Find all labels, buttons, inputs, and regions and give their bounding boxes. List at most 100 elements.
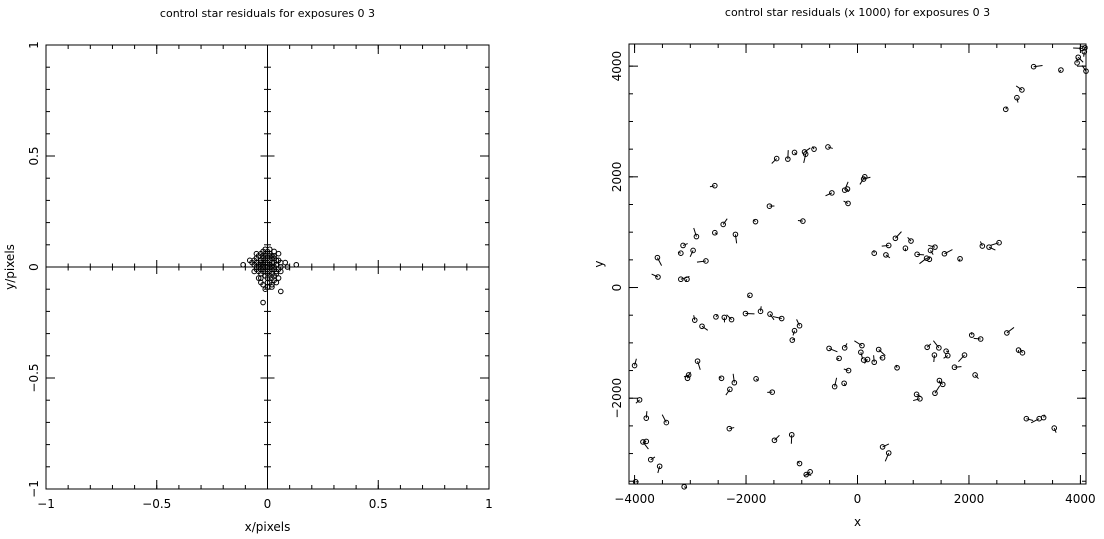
residual-vector — [804, 147, 811, 153]
residual-vector — [854, 340, 863, 347]
residual-vector — [657, 466, 661, 474]
data-point — [640, 439, 646, 445]
residual-vector — [943, 355, 949, 359]
residual-vector — [873, 250, 875, 254]
data-point — [684, 375, 691, 382]
data-point — [271, 277, 277, 284]
data-point — [941, 250, 948, 257]
data-point — [986, 244, 992, 250]
data-point — [685, 372, 692, 378]
data-point — [913, 391, 920, 398]
residual-vector — [689, 250, 694, 257]
residual-vector — [732, 373, 735, 383]
data-point — [811, 146, 817, 152]
residual-vector — [864, 359, 868, 364]
data-point — [1082, 45, 1088, 51]
data-point — [1051, 425, 1058, 431]
x-tick-label: 4000 — [1065, 492, 1096, 506]
residual-vector — [1006, 327, 1015, 334]
x-tick-label: 0 — [854, 492, 862, 506]
residual-vector — [718, 376, 722, 379]
data-point — [879, 444, 886, 450]
residual-vector — [651, 273, 659, 278]
residual-vector — [693, 227, 697, 237]
data-point — [972, 372, 978, 378]
data-point — [271, 248, 277, 255]
data-point — [718, 375, 725, 382]
y-tick-label: −2000 — [610, 378, 624, 419]
data-point — [858, 349, 864, 356]
residual-vector — [973, 337, 981, 340]
residual-vector — [928, 256, 931, 260]
residual-vector — [958, 354, 965, 363]
residual-vector — [794, 152, 797, 156]
y-tick-label: 4000 — [610, 51, 624, 82]
data-point — [927, 247, 934, 254]
residual-vector — [643, 440, 647, 442]
residual-vector — [1083, 51, 1085, 57]
data-point — [796, 460, 803, 467]
data-point — [654, 254, 661, 261]
data-point — [1083, 68, 1089, 74]
data-point — [273, 270, 280, 277]
residual-vector — [734, 234, 738, 244]
data-point — [845, 200, 851, 207]
residual-vector — [930, 250, 934, 255]
residual-vector — [958, 258, 961, 262]
y-axis-label: y — [592, 260, 606, 267]
residual-vector — [895, 364, 898, 368]
data-point — [1019, 87, 1025, 93]
residual-vector — [684, 486, 688, 489]
y-tick-label: 0.5 — [27, 146, 41, 165]
residual-vector — [988, 246, 996, 251]
residual-vector — [928, 244, 936, 248]
y-tick-label: −1 — [27, 480, 41, 498]
data-point — [636, 397, 643, 403]
data-point — [936, 345, 942, 351]
residual-vector — [979, 241, 983, 247]
y-axis-label: y/pixels — [3, 244, 17, 290]
residual-vector — [792, 330, 796, 336]
residual-vector — [1016, 97, 1019, 103]
data-point — [932, 390, 938, 397]
residual-vector — [836, 357, 840, 360]
residual-vector — [760, 306, 762, 312]
data-point — [1075, 54, 1081, 61]
residual-vector — [859, 176, 866, 185]
data-point — [844, 186, 851, 192]
residual-vector — [843, 368, 849, 372]
data-point — [258, 257, 264, 264]
residual-vector — [682, 243, 688, 246]
y-tick-label: 1 — [27, 41, 41, 49]
data-point — [713, 314, 719, 320]
residual-vector — [913, 398, 921, 402]
data-point — [647, 456, 654, 463]
data-point — [275, 275, 282, 281]
data-point — [773, 155, 780, 162]
residual-vector — [1033, 65, 1043, 68]
residual-vector — [752, 219, 756, 223]
data-point — [767, 311, 773, 317]
residual-vector — [722, 218, 728, 225]
residual-vector — [677, 251, 682, 254]
residual-vector — [642, 441, 649, 450]
residual-vector — [771, 158, 778, 164]
residual-vector — [726, 314, 732, 320]
data-point — [885, 450, 892, 456]
residual-vector — [932, 340, 940, 349]
data-point — [875, 346, 882, 353]
residual-vector — [917, 253, 925, 256]
residual-vector — [1043, 414, 1046, 418]
residual-vector — [926, 343, 932, 348]
residual-vector — [828, 347, 838, 353]
residual-vector — [650, 456, 656, 461]
residual-vector — [701, 325, 709, 331]
residual-vector — [709, 185, 715, 188]
data-point — [791, 149, 798, 156]
residual-vector — [1053, 427, 1057, 433]
data-point — [269, 253, 275, 259]
residual-vector — [747, 294, 751, 298]
data-point — [908, 238, 914, 244]
data-point — [864, 356, 871, 363]
